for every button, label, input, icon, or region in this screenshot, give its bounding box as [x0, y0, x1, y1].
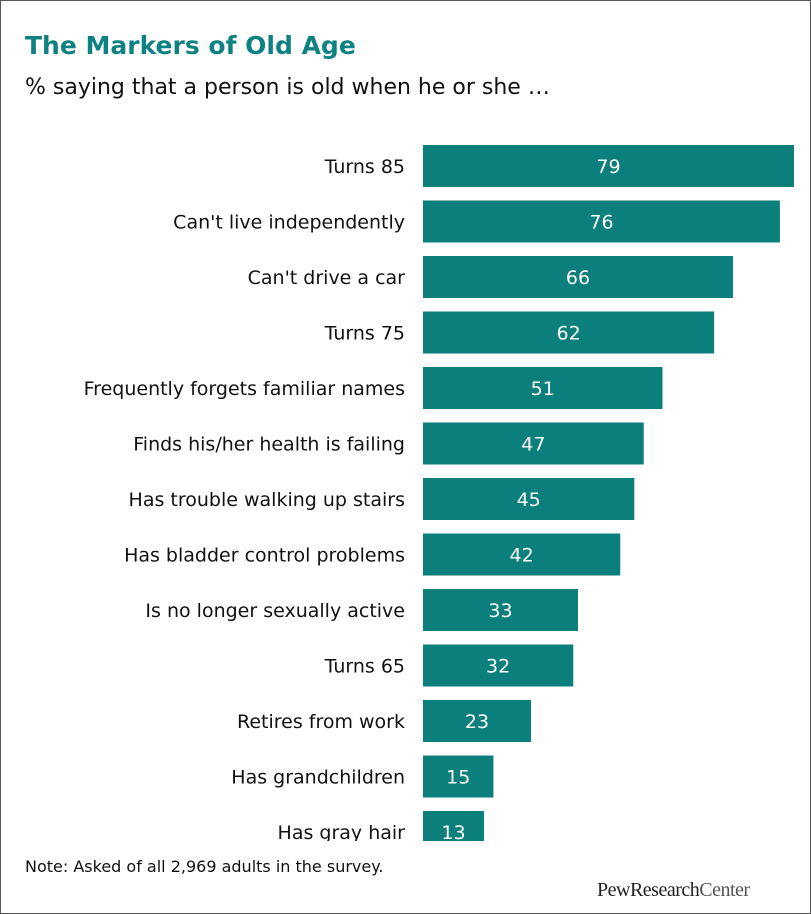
data-label: 51	[531, 378, 555, 400]
category-label: Has grandchildren	[231, 767, 405, 789]
category-label: Has gray hair	[278, 822, 406, 841]
bar	[423, 589, 578, 631]
data-label: 79	[596, 156, 620, 178]
chart-title: The Markers of Old Age	[25, 31, 356, 60]
data-label: 13	[441, 822, 465, 841]
category-label: Turns 75	[324, 323, 405, 345]
bar	[423, 367, 663, 409]
bar	[423, 478, 635, 520]
brand-logo-light: Center	[699, 879, 750, 901]
data-label: 76	[589, 212, 613, 234]
chart-subtitle: % saying that a person is old when he or…	[25, 75, 550, 100]
bar	[423, 700, 532, 742]
category-label: Has bladder control problems	[124, 545, 405, 567]
category-label: Frequently forgets familiar names	[84, 378, 405, 400]
data-label: 62	[556, 323, 580, 345]
bar	[423, 200, 780, 243]
category-label: Retires from work	[237, 711, 405, 733]
bar	[423, 145, 794, 187]
data-label: 47	[521, 434, 545, 456]
chart-note: Note: Asked of all 2,969 adults in the s…	[25, 857, 384, 876]
data-label: 45	[517, 489, 541, 511]
category-label: Has trouble walking up stairs	[129, 489, 405, 511]
data-label: 33	[488, 600, 512, 622]
bar-chart: Turns 85 79 Can't live independently 76 Can'…	[84, 145, 794, 841]
brand-logo: PewResearchCenter	[597, 879, 750, 902]
category-label: Finds his/her health is failing	[133, 434, 405, 456]
bar	[423, 811, 485, 841]
data-label: 66	[566, 267, 590, 289]
data-label: 15	[446, 767, 470, 789]
brand-logo-bold: PewResearch	[597, 879, 700, 901]
bar	[423, 755, 494, 798]
category-label: Turns 65	[324, 656, 405, 678]
bar	[423, 256, 733, 298]
bar	[423, 644, 574, 687]
data-label: 32	[486, 656, 510, 678]
category-label: Is no longer sexually active	[145, 600, 405, 622]
bar	[423, 311, 715, 354]
data-label: 23	[465, 711, 489, 733]
category-label: Can't drive a car	[248, 267, 406, 289]
category-label: Turns 85	[324, 156, 405, 178]
bar	[423, 533, 621, 576]
bar	[423, 422, 644, 465]
category-label: Can't live independently	[173, 212, 405, 234]
data-label: 42	[510, 545, 534, 567]
